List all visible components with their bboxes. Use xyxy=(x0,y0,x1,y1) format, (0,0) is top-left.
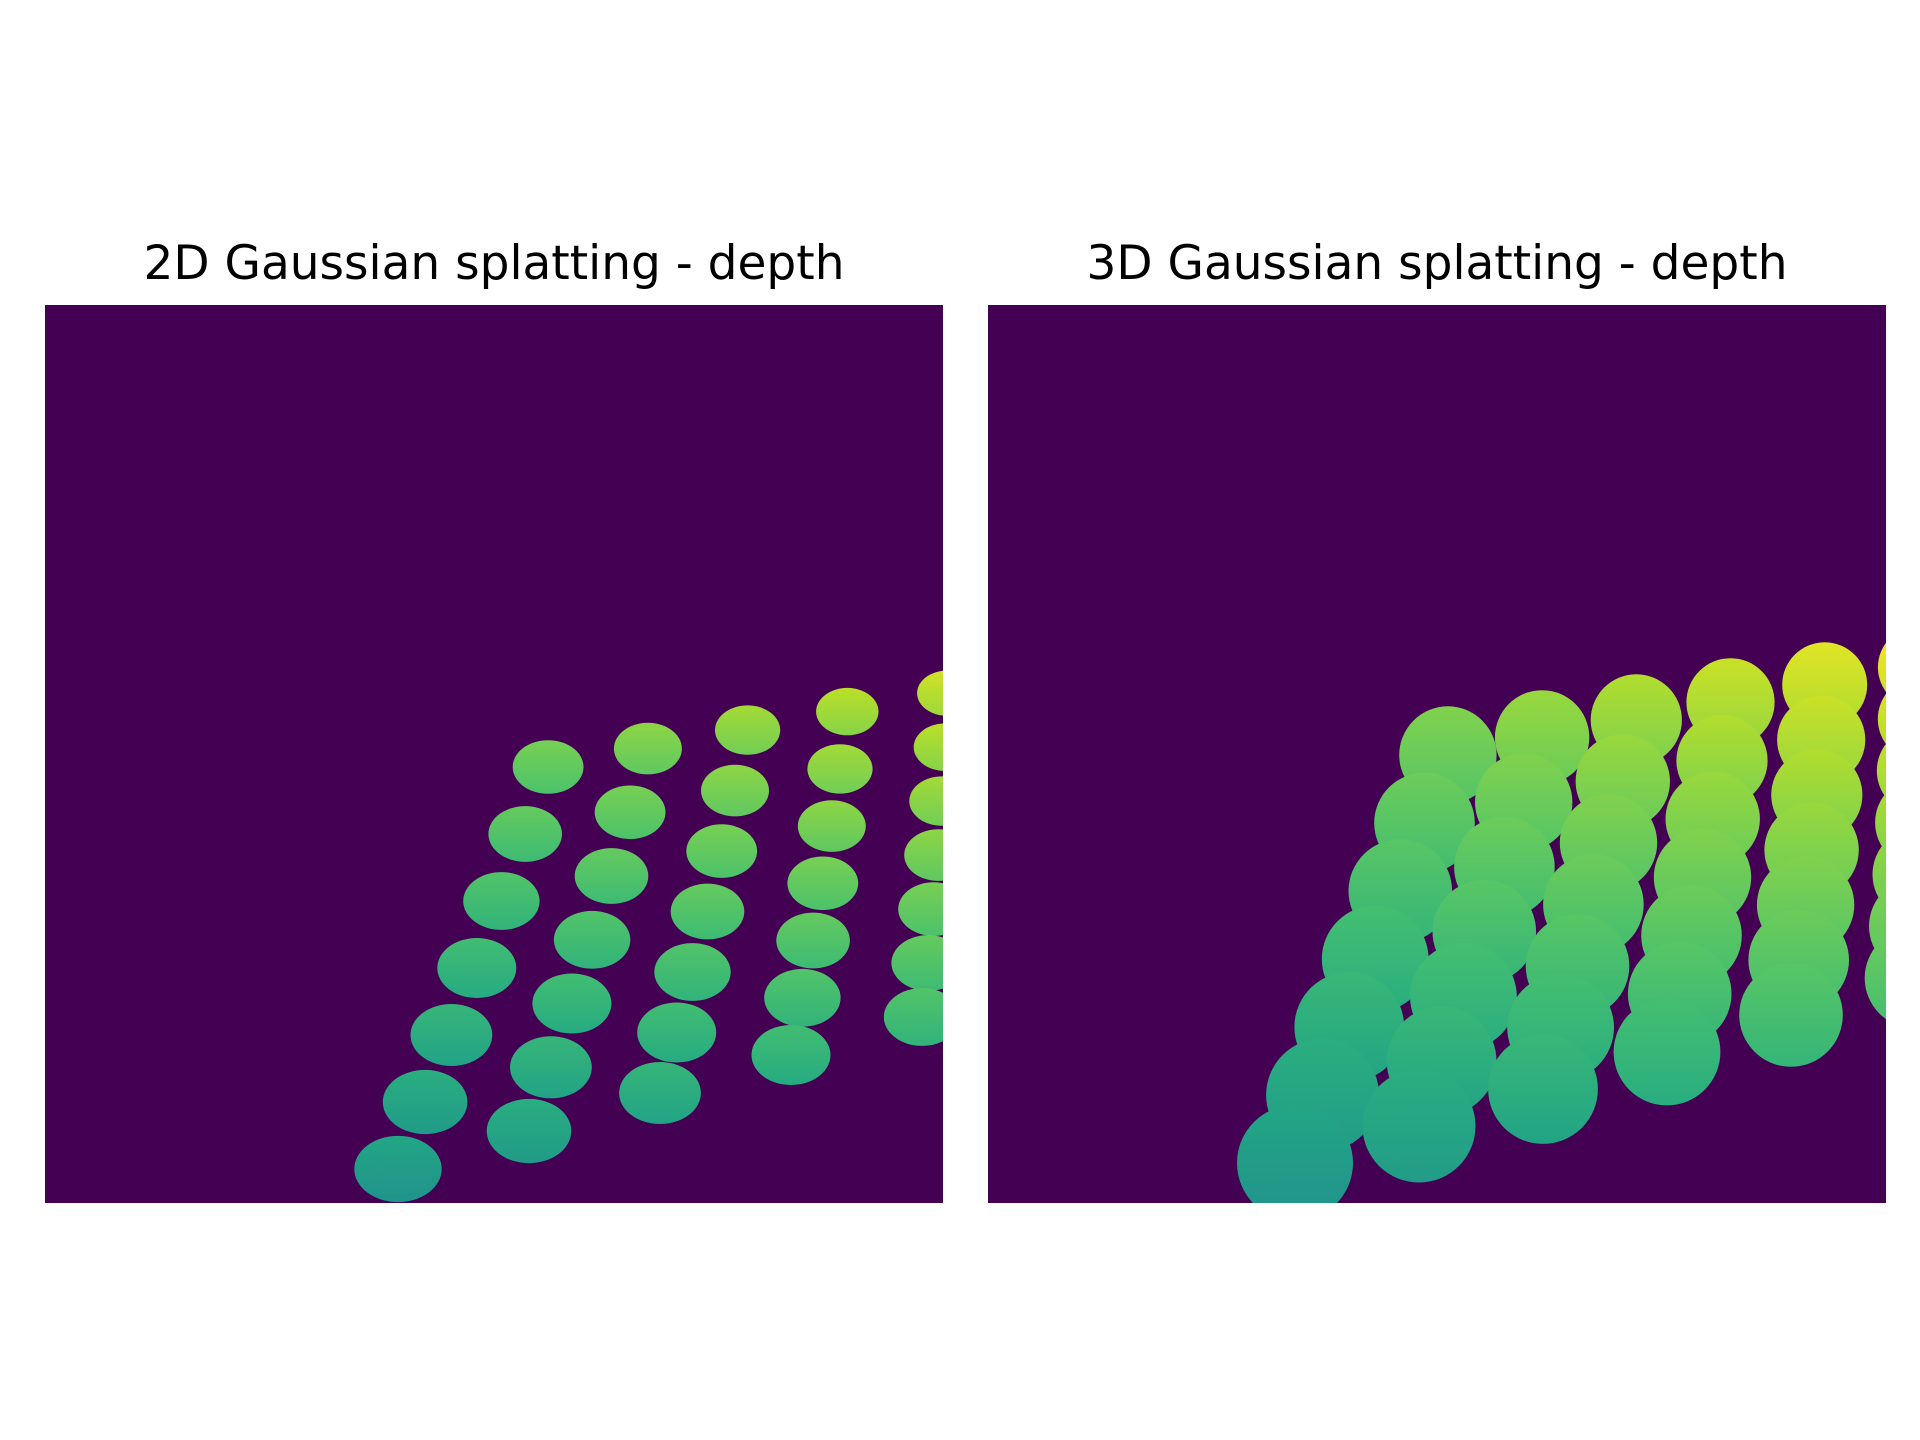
gaussian-splat xyxy=(787,856,859,911)
gaussian-splat xyxy=(686,824,758,878)
gaussian-splat xyxy=(776,912,850,969)
gaussian-splat xyxy=(1877,642,1886,692)
gaussian-splat xyxy=(532,973,612,1034)
gaussian-splat xyxy=(382,1069,468,1135)
gaussian-splat xyxy=(437,938,517,998)
gaussian-splat xyxy=(670,883,745,940)
gaussian-splat xyxy=(1362,1069,1476,1183)
gaussian-splat xyxy=(637,1002,717,1063)
gaussian-splat xyxy=(510,1036,592,1099)
gaussian-splat xyxy=(574,848,649,904)
gaussian-splat xyxy=(1876,743,1886,798)
depth-image-2d xyxy=(45,305,943,1203)
panel-title-2d: 2D Gaussian splatting - depth xyxy=(143,236,845,291)
gaussian-splat xyxy=(1875,793,1886,853)
gaussian-splat xyxy=(1237,1105,1353,1203)
gaussian-splat xyxy=(594,785,666,840)
gaussian-splat xyxy=(354,1135,442,1203)
gaussian-splat xyxy=(816,687,879,736)
depth-image-3d xyxy=(988,305,1886,1203)
splat-group xyxy=(1237,642,1886,1203)
gaussian-splat xyxy=(913,723,943,771)
gaussian-splat xyxy=(1864,936,1886,1020)
gaussian-splat xyxy=(1739,963,1843,1067)
gaussian-splat xyxy=(410,1004,493,1066)
gaussian-splat xyxy=(751,1025,831,1085)
gaussian-splat xyxy=(1613,998,1721,1106)
gaussian-splat xyxy=(904,829,943,881)
gaussian-splat xyxy=(463,872,540,930)
gaussian-splat xyxy=(654,943,731,1001)
gaussian-splat xyxy=(883,988,943,1046)
panel-title-3d: 3D Gaussian splatting - depth xyxy=(1086,236,1788,291)
splat-group xyxy=(354,670,943,1203)
gaussian-splat xyxy=(613,722,682,775)
gaussian-splat xyxy=(917,670,943,716)
gaussian-splat xyxy=(807,744,873,794)
gaussian-splat xyxy=(553,910,631,969)
gaussian-splat xyxy=(715,705,781,755)
gaussian-splat xyxy=(701,764,769,817)
gaussian-splat xyxy=(486,1098,572,1164)
gaussian-splat xyxy=(898,882,943,936)
gaussian-splat xyxy=(764,968,841,1027)
gaussian-splat xyxy=(1877,693,1886,745)
gaussian-splat xyxy=(1872,841,1886,908)
gaussian-splat xyxy=(909,776,943,826)
gaussian-splat xyxy=(488,806,562,862)
gaussian-splat xyxy=(619,1062,701,1124)
gaussian-splat xyxy=(891,935,943,991)
gaussian-splat xyxy=(797,800,866,852)
gaussian-splat xyxy=(1488,1034,1598,1144)
gaussian-splat xyxy=(512,740,584,794)
